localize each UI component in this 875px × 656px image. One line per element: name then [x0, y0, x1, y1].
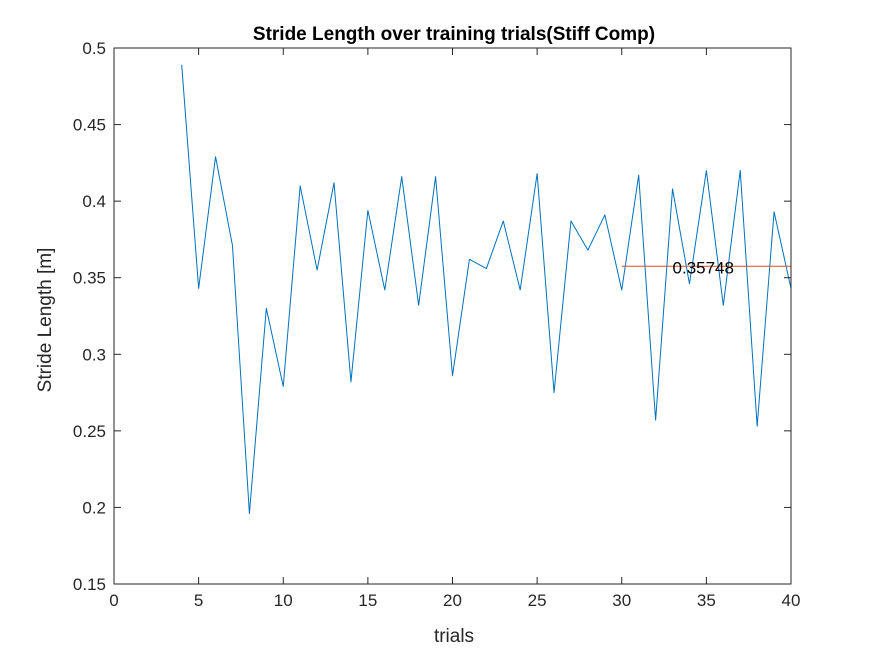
y-tick-label: 0.4: [82, 192, 106, 211]
annotation-label-0: 0.35748: [673, 258, 734, 277]
annotation-layer: 0.35748: [673, 258, 734, 277]
x-tick-label: 0: [109, 591, 118, 610]
x-tick-label: 25: [528, 591, 547, 610]
y-tick-label: 0.35: [73, 269, 106, 288]
plot-area: [114, 48, 791, 584]
series-layer: [181, 64, 792, 515]
x-tick-label: 5: [194, 591, 203, 610]
y-axis-ticks: 0.15 0.2 0.25 0.3 0.35 0.4 0.45 0.5: [73, 39, 791, 594]
chart-title: Stride Length over training trials(Stiff…: [253, 24, 655, 45]
y-tick-label: 0.45: [73, 116, 106, 135]
y-tick-label: 0.15: [73, 575, 106, 594]
y-tick-label: 0.25: [73, 422, 106, 441]
y-tick-label: 0.3: [82, 345, 106, 364]
x-tick-label: 30: [612, 591, 631, 610]
x-tick-label: 35: [697, 591, 716, 610]
y-tick-label: 0.5: [82, 39, 106, 58]
x-axis-ticks: 0 5 10 15 20 25 30 35 40: [109, 48, 800, 610]
y-tick-label: 0.2: [82, 498, 106, 517]
series-line-0: [181, 64, 792, 515]
x-tick-label: 15: [358, 591, 377, 610]
x-tick-label: 20: [443, 591, 462, 610]
x-axis-label: trials: [434, 626, 474, 647]
x-tick-label: 40: [782, 591, 801, 610]
x-tick-label: 10: [274, 591, 293, 610]
y-axis-label: Stride Length [m]: [35, 248, 56, 393]
